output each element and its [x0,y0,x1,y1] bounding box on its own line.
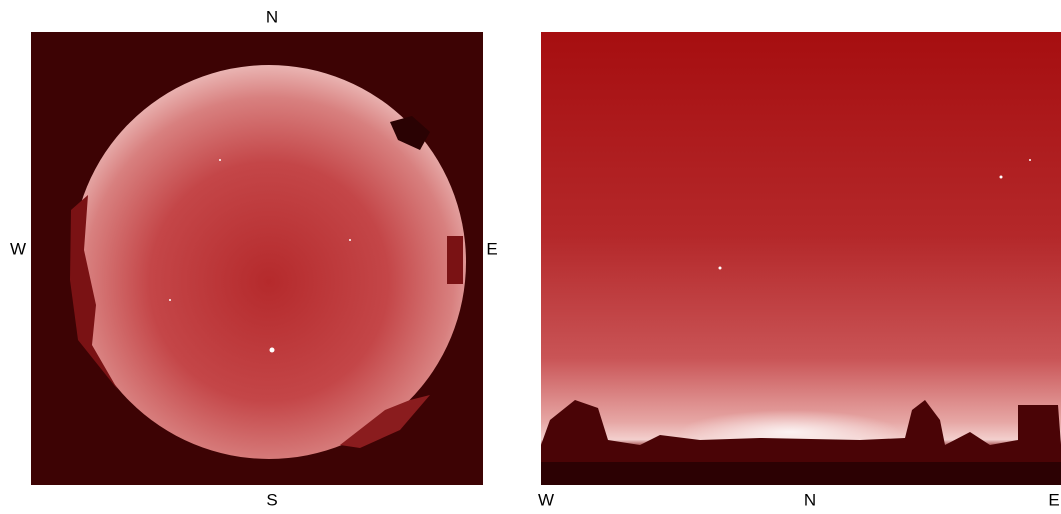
direction-label: W [538,490,554,509]
building [447,236,463,284]
star [270,348,275,353]
star [169,299,171,301]
direction-label: S [266,490,277,509]
page: N S W E W N E (() => { const data = JSON… [0,0,1061,509]
star [349,239,351,241]
direction-label: W [10,239,26,258]
direction-label: E [486,239,497,258]
ground [541,462,1061,485]
star [1029,159,1031,161]
star [719,267,722,270]
direction-label: N [266,7,278,26]
direction-label: E [1048,490,1059,509]
star [1000,176,1003,179]
direction-label: N [804,490,816,509]
star [219,159,221,161]
figure: N S W E W N E [0,0,1061,509]
